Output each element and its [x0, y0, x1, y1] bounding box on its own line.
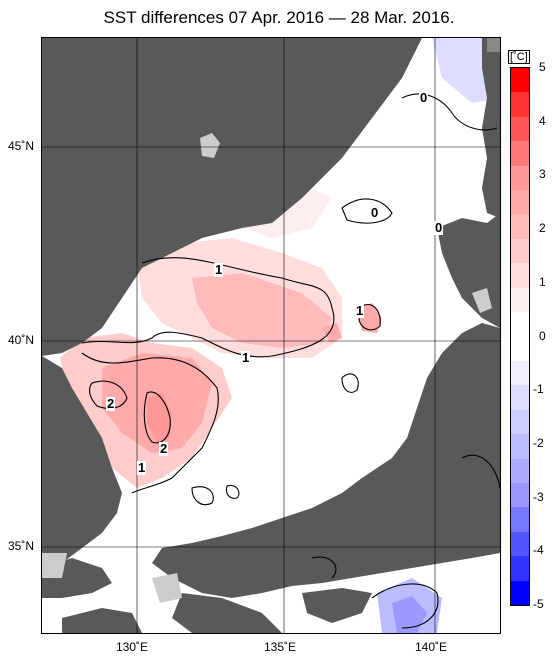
contour-label-1-east: 1	[355, 303, 365, 318]
colorbar-segment	[511, 116, 529, 142]
colorbar-segment	[511, 312, 529, 337]
colorbar-tick-label: 0	[539, 328, 546, 343]
colorbar-tick-label: 3	[539, 167, 546, 182]
colorbar-segment	[511, 68, 529, 93]
colorbar-segment	[511, 141, 529, 167]
lon-label-130: 130˚E	[116, 640, 149, 654]
lat-label-40: 40˚N	[8, 333, 35, 347]
colorbar-tick-label: -3	[533, 489, 544, 504]
lat-label-35: 35˚N	[8, 539, 35, 553]
map-canvas	[42, 38, 500, 633]
colorbar-tick-label: -2	[533, 435, 544, 450]
colorbar-tick-label: -4	[533, 543, 544, 558]
contour-label-0-east: 0	[434, 220, 444, 235]
colorbar-segment	[511, 556, 529, 582]
no-data-areas	[42, 288, 492, 603]
colorbar-segment	[511, 385, 529, 411]
colorbar-tick-label: -5	[533, 597, 544, 611]
colorbar-segment	[511, 482, 529, 508]
contour-label-1-center: 1	[241, 350, 251, 365]
colorbar-tick-label: 1	[539, 274, 546, 289]
colorbar-tick-label: 5	[539, 60, 546, 74]
colorbar-segment	[511, 165, 529, 191]
contour-label-2-south: 2	[159, 441, 169, 456]
colorbar-segment	[511, 238, 529, 264]
colorbar-tick-label: -1	[533, 382, 544, 397]
sst-map: 0 0 0 1 1 1 1 2 2	[41, 37, 501, 634]
colorbar-segment	[511, 434, 529, 460]
lat-label-45: 45˚N	[8, 139, 35, 153]
colorbar-segment	[511, 92, 529, 118]
colorbar-segment	[511, 409, 529, 435]
colorbar	[510, 67, 530, 606]
map-title: SST differences 07 Apr. 2016 — 28 Mar. 2…	[103, 8, 455, 27]
colorbar-segment	[511, 287, 529, 313]
colorbar-tick-label: 4	[539, 113, 546, 128]
colorbar-segment	[511, 336, 529, 362]
colorbar-segment	[511, 507, 529, 533]
lon-label-135: 135˚E	[264, 640, 297, 654]
colorbar-unit: [˚C]	[508, 50, 530, 64]
contour-label-0-center: 0	[370, 205, 380, 220]
colorbar-tick-label: 2	[539, 221, 546, 236]
colorbar-segment	[511, 458, 529, 484]
colorbar-segment	[511, 190, 529, 215]
contour-lines	[81, 93, 500, 629]
colorbar-segment	[511, 360, 529, 386]
colorbar-segment	[511, 531, 529, 557]
graticule	[42, 38, 500, 633]
contour-label-2-west: 2	[106, 396, 116, 411]
lon-label-140: 140˚E	[415, 640, 448, 654]
contour-label-1-north: 1	[214, 262, 224, 277]
contour-label-0-north: 0	[419, 90, 429, 105]
contour-label-1-south: 1	[137, 460, 147, 475]
colorbar-segment	[511, 263, 529, 289]
no-data-corner	[487, 38, 500, 52]
colorbar-segment	[511, 580, 529, 606]
colorbar-segment	[511, 214, 529, 240]
